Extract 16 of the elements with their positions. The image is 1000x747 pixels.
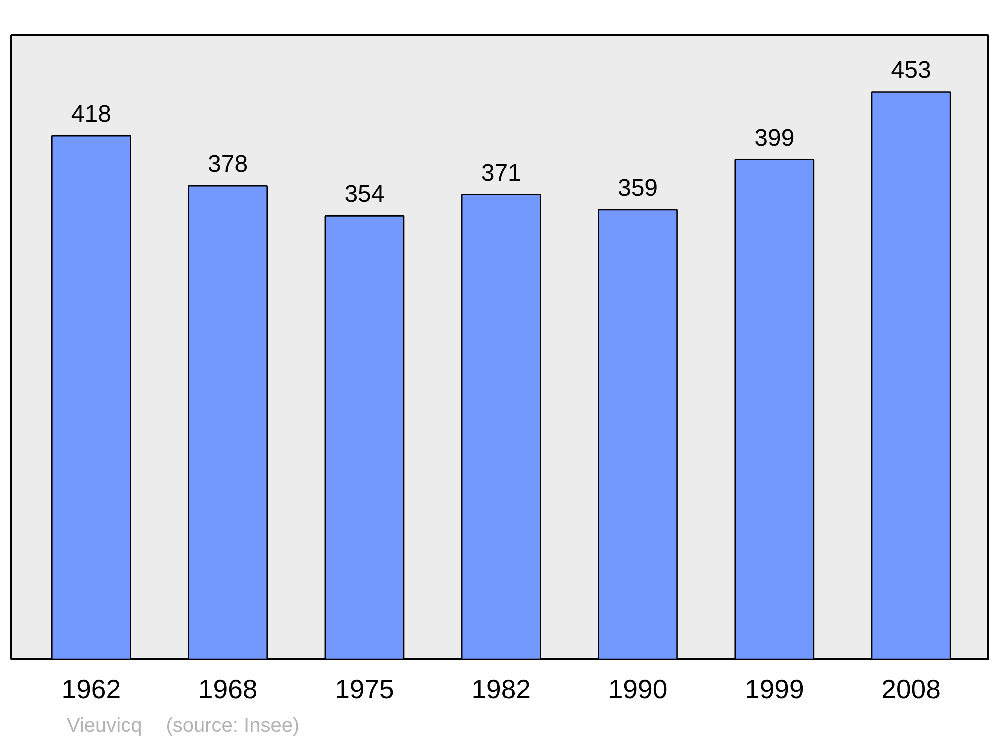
- x-tick-label: 1975: [335, 674, 394, 704]
- data-label: 399: [754, 124, 795, 152]
- data-label: 359: [618, 174, 658, 202]
- x-tick-label: 1999: [745, 674, 804, 704]
- x-tick-label: 1968: [198, 674, 258, 704]
- x-tick-label: 1990: [608, 674, 668, 704]
- text: (source: Insee): [166, 715, 300, 737]
- data-label: 378: [208, 151, 248, 178]
- data-label: 453: [891, 57, 932, 84]
- text: Vieuvicq: [67, 715, 142, 737]
- data-label: 354: [344, 181, 385, 208]
- x-tick-label: 2008: [882, 674, 941, 704]
- x-tick-label: 1982: [472, 674, 532, 704]
- data-label: 371: [481, 160, 522, 187]
- data-label: 418: [71, 101, 112, 128]
- x-tick-label: 1962: [62, 674, 122, 704]
